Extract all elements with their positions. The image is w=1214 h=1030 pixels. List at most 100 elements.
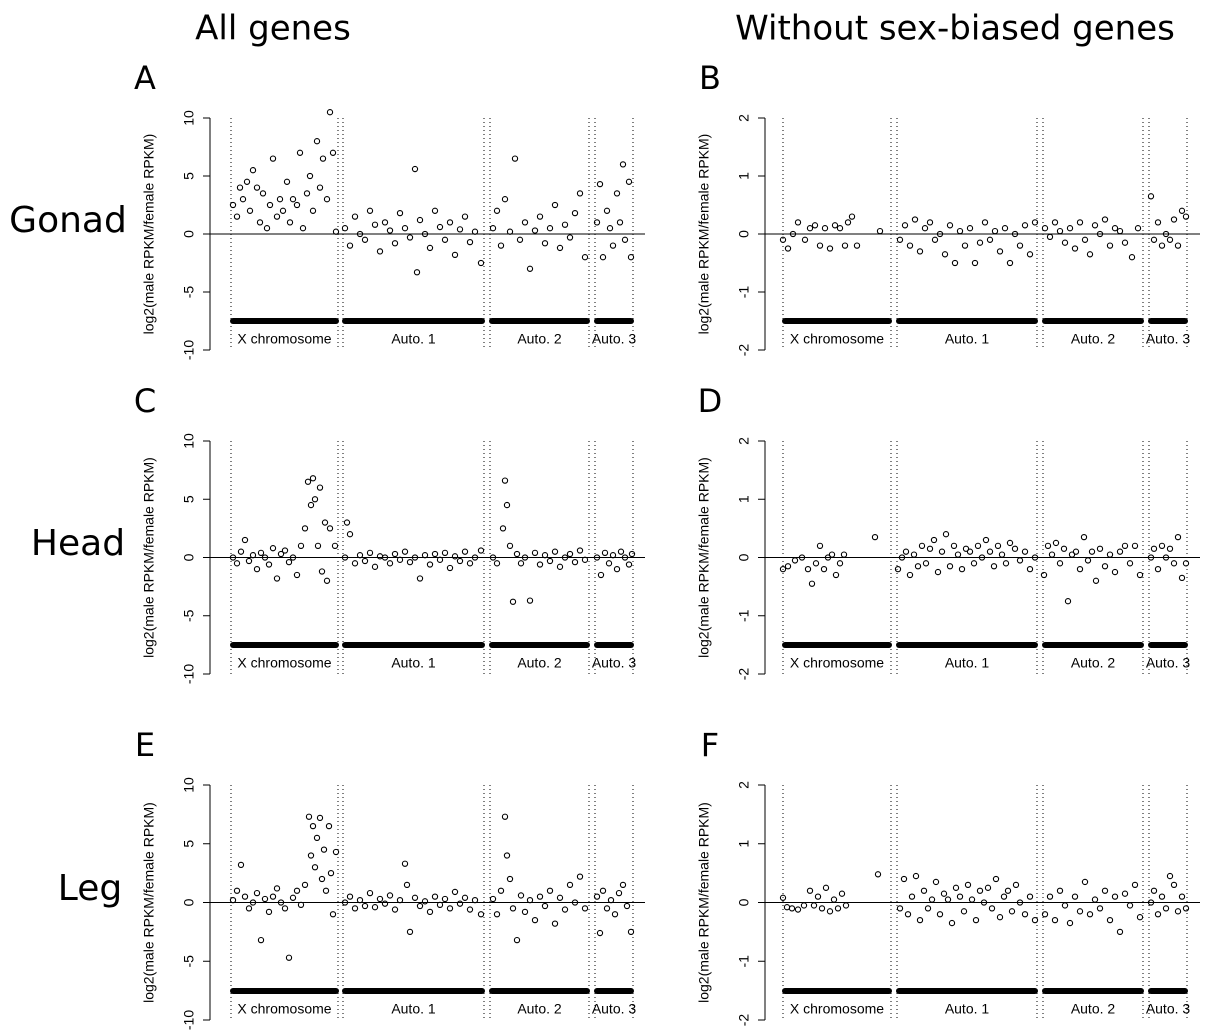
y-tick-label: -1: [736, 609, 752, 622]
point: [541, 902, 549, 910]
point: [930, 536, 938, 544]
point: [1134, 225, 1142, 232]
point: [501, 813, 509, 820]
point: [289, 196, 297, 203]
point: [329, 911, 337, 918]
point: [241, 536, 249, 544]
point: [456, 557, 464, 565]
point: [906, 571, 914, 579]
point: [499, 525, 507, 532]
point: [613, 190, 621, 197]
point: [1096, 905, 1104, 912]
y-tick-label: 5: [181, 495, 197, 503]
point: [824, 554, 832, 561]
y-tick-label: -5: [181, 955, 197, 968]
point: [1101, 216, 1109, 223]
y-tick-label: -10: [181, 664, 197, 684]
point: [451, 251, 459, 259]
point: [826, 245, 834, 252]
point: [1116, 928, 1124, 936]
point: [896, 905, 904, 912]
point: [1060, 545, 1068, 552]
point: [836, 225, 844, 232]
point: [286, 219, 294, 226]
point: [253, 566, 261, 573]
point: [974, 542, 982, 549]
point: [265, 908, 273, 916]
point: [319, 155, 327, 162]
point: [838, 890, 846, 897]
point: [566, 881, 574, 889]
point: [233, 887, 241, 894]
point: [229, 554, 237, 561]
point: [461, 894, 469, 901]
point: [1072, 548, 1080, 555]
point: [406, 234, 414, 241]
point: [477, 911, 485, 918]
point: [320, 846, 328, 853]
point: [871, 533, 879, 541]
point: [779, 894, 787, 901]
point: [493, 911, 501, 918]
point: [381, 219, 389, 226]
point: [416, 575, 424, 582]
point: [406, 559, 414, 566]
point: [309, 822, 317, 830]
point: [1150, 236, 1158, 243]
point: [561, 221, 569, 228]
point: [576, 190, 584, 197]
point: [239, 196, 247, 203]
point: [281, 547, 289, 554]
point: [366, 207, 374, 214]
point: [318, 875, 326, 883]
point: [551, 201, 559, 209]
point: [1008, 908, 1016, 915]
point: [536, 893, 544, 900]
region-label: Auto. 3: [1146, 331, 1191, 347]
point: [981, 219, 989, 226]
point: [411, 554, 419, 561]
point: [421, 552, 429, 559]
point: [304, 478, 312, 485]
point: [1170, 560, 1178, 567]
point: [820, 566, 828, 573]
point: [1162, 905, 1170, 912]
point: [951, 259, 959, 267]
point: [1182, 905, 1190, 912]
region-label: Auto. 3: [1146, 655, 1191, 671]
point: [293, 201, 301, 209]
point: [980, 899, 988, 906]
point: [1182, 560, 1190, 567]
point: [876, 227, 884, 235]
point: [964, 881, 972, 889]
region-label: Auto. 2: [517, 655, 562, 671]
point: [956, 227, 964, 235]
point: [599, 254, 607, 261]
point: [1052, 539, 1060, 547]
point: [241, 893, 249, 900]
point: [812, 560, 820, 567]
point: [874, 871, 882, 878]
point: [281, 905, 289, 912]
point: [253, 184, 261, 191]
point: [277, 899, 285, 906]
point: [834, 905, 842, 912]
point: [396, 556, 404, 563]
region-label: Auto. 3: [592, 655, 637, 671]
point: [561, 554, 569, 561]
point: [259, 190, 267, 197]
point: [356, 552, 364, 559]
point: [950, 542, 958, 549]
point: [791, 557, 799, 564]
point: [842, 902, 850, 909]
point: [1147, 554, 1155, 561]
point: [942, 531, 950, 538]
point: [1031, 554, 1039, 561]
point: [441, 895, 449, 903]
column-title: Without sex-biased genes: [735, 9, 1175, 49]
y-axis-label: log2(male RPKM/female RPKM): [141, 134, 157, 335]
point: [436, 901, 444, 908]
point: [619, 161, 627, 168]
point: [1116, 548, 1124, 555]
point: [1026, 251, 1034, 258]
